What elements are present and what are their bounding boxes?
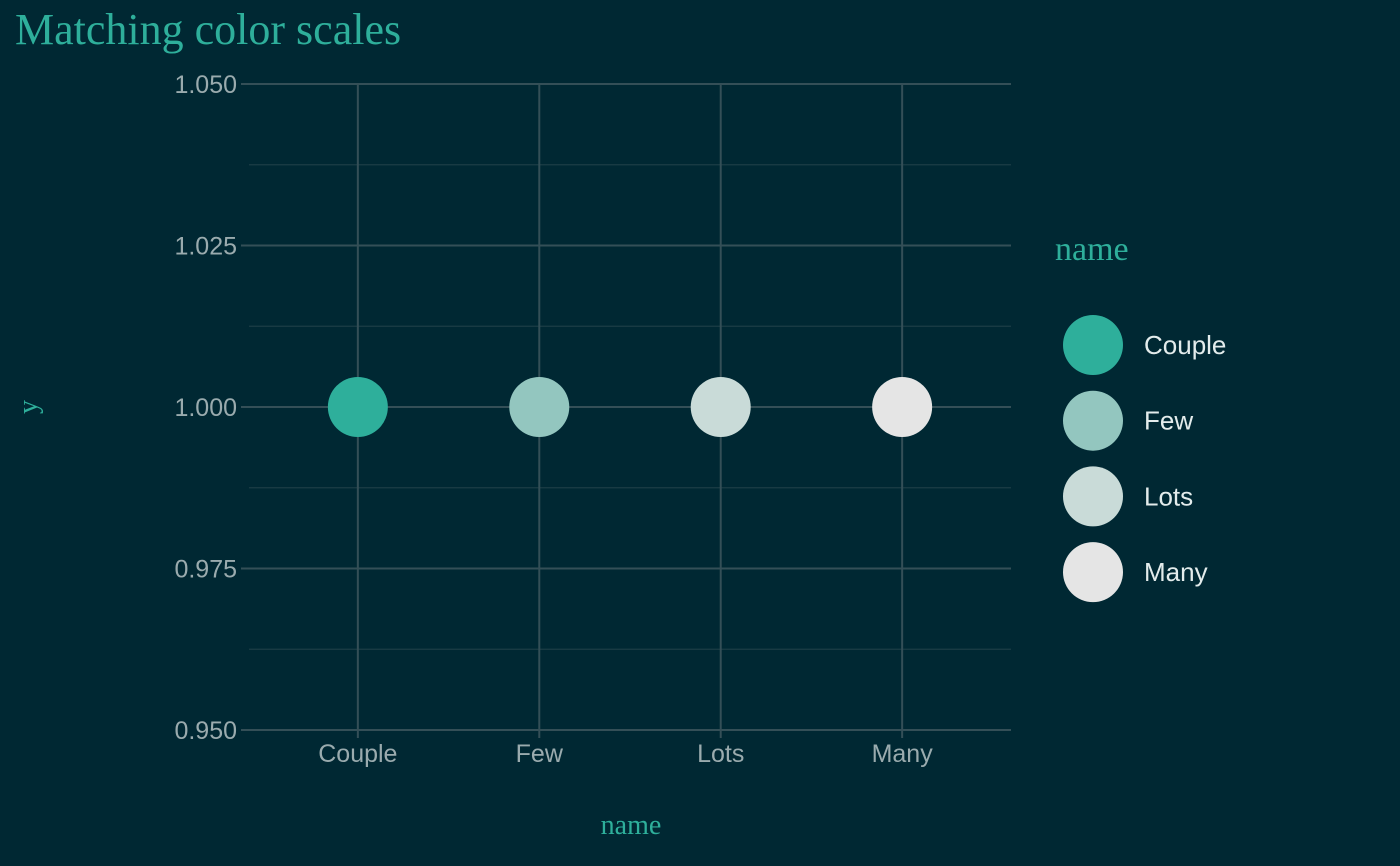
- x-axis-label: name: [601, 810, 662, 841]
- legend-key-few: [1063, 390, 1123, 451]
- legend: name Couple Few Lots Many: [1055, 231, 1226, 603]
- minor-gridlines: [249, 164, 1011, 650]
- chart-title: Matching color scales: [15, 5, 401, 54]
- x-tick-label: Couple: [318, 740, 397, 768]
- x-tick-label: Many: [872, 740, 934, 768]
- y-tick-label: 1.000: [174, 394, 237, 422]
- x-tick-label: Lots: [697, 740, 744, 768]
- legend-key-couple: [1063, 315, 1123, 375]
- legend-label: Lots: [1144, 481, 1193, 511]
- x-axis: Couple Few Lots Many: [318, 730, 933, 768]
- legend-title: name: [1055, 231, 1129, 268]
- data-point-lots: [690, 377, 751, 437]
- legend-key-many: [1063, 542, 1123, 603]
- y-axis: 0.950 0.975 1.000 1.025 1.050: [174, 71, 249, 745]
- y-tick-label: 0.950: [174, 717, 237, 745]
- legend-label: Many: [1144, 557, 1208, 587]
- legend-label: Few: [1144, 406, 1193, 436]
- data-points: [327, 377, 933, 437]
- y-tick-label: 0.975: [174, 556, 237, 584]
- y-tick-label: 1.050: [174, 71, 237, 99]
- y-axis-label: y: [13, 400, 44, 414]
- data-point-few: [509, 377, 570, 437]
- y-tick-label: 1.025: [174, 233, 237, 261]
- legend-label: Couple: [1144, 330, 1226, 360]
- data-point-many: [872, 377, 933, 437]
- data-point-couple: [327, 377, 388, 437]
- legend-key-lots: [1063, 466, 1123, 527]
- x-tick-label: Few: [516, 740, 564, 768]
